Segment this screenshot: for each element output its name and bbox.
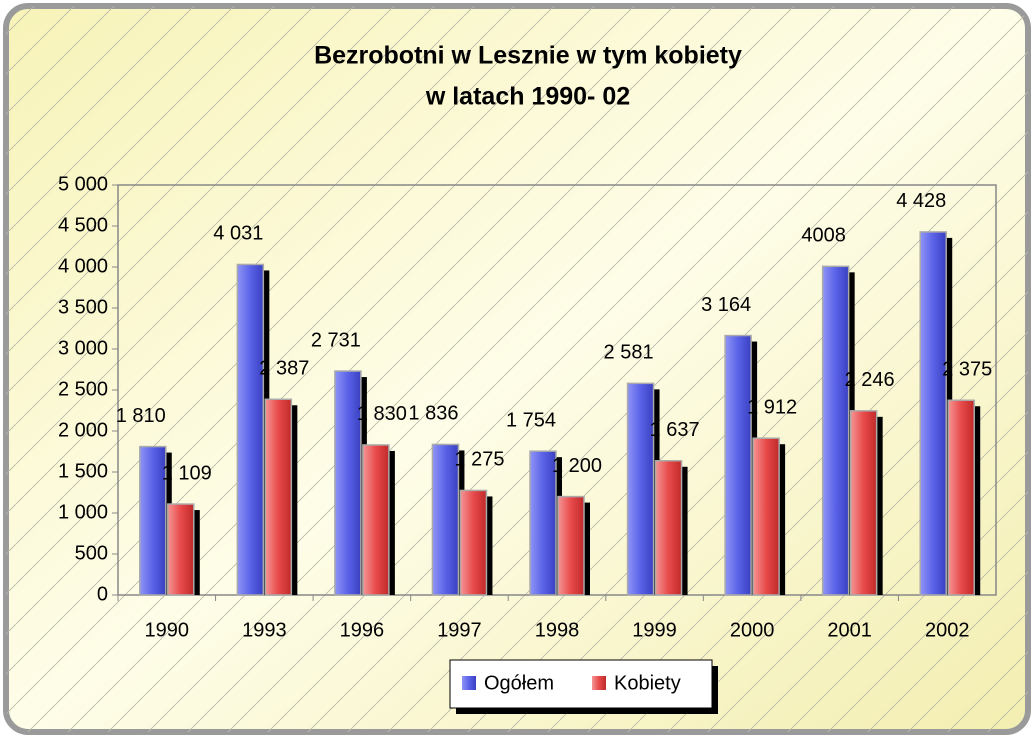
y-tick-label: 1 000 xyxy=(58,501,108,523)
y-tick-label: 2 500 xyxy=(58,378,108,400)
data-label: 2 246 xyxy=(845,369,895,391)
chart-title: w latach 1990- 02 xyxy=(425,83,630,111)
data-label: 4008 xyxy=(801,225,846,247)
x-tick-label: 2000 xyxy=(730,619,775,641)
x-tick-label: 1997 xyxy=(437,619,482,641)
x-tick-label: 1993 xyxy=(242,619,287,641)
data-label: 2 387 xyxy=(259,358,309,380)
y-tick-label: 3 500 xyxy=(58,296,108,318)
bar-shadow xyxy=(584,502,590,595)
legend-label: Ogółem xyxy=(484,672,554,694)
data-label: 3 164 xyxy=(701,294,751,316)
bar xyxy=(334,370,362,596)
bar xyxy=(431,443,460,596)
y-tick-label: 4 000 xyxy=(58,255,108,277)
bar xyxy=(654,460,683,596)
bar xyxy=(947,399,975,596)
bar xyxy=(626,382,655,596)
bar xyxy=(557,495,585,596)
legend xyxy=(449,659,713,709)
bar-shadow xyxy=(388,450,395,595)
data-label: 4 428 xyxy=(896,190,946,212)
data-label: 1 810 xyxy=(116,405,166,427)
x-tick-label: 1999 xyxy=(632,619,677,641)
data-label: 1 830 xyxy=(357,403,407,425)
bar xyxy=(752,437,780,596)
data-label: 1 275 xyxy=(454,449,504,471)
bar-shadow xyxy=(974,406,981,595)
y-tick-label: 3 000 xyxy=(58,337,108,359)
x-tick-label: 1998 xyxy=(535,619,580,641)
data-label: 1 109 xyxy=(162,462,212,484)
data-label: 2 581 xyxy=(604,342,654,364)
bar-shadow xyxy=(193,510,200,595)
legend-label: Kobiety xyxy=(614,672,681,694)
x-tick-label: 1990 xyxy=(145,619,190,641)
bar xyxy=(139,445,167,596)
bar-shadow xyxy=(876,416,883,595)
x-tick-label: 2001 xyxy=(827,619,872,641)
bar xyxy=(264,398,293,596)
y-tick-label: 1 500 xyxy=(58,460,108,482)
bar xyxy=(724,334,752,596)
legend-swatch xyxy=(462,676,476,690)
data-label: 4 031 xyxy=(213,223,263,245)
bar xyxy=(236,263,265,596)
y-tick-label: 4 500 xyxy=(58,214,108,236)
data-label: 1 912 xyxy=(747,396,797,418)
data-label: 2 731 xyxy=(311,329,361,351)
bar xyxy=(362,444,390,596)
data-label: 1 200 xyxy=(552,455,602,477)
bar-shadow xyxy=(681,466,688,595)
bar xyxy=(849,410,878,596)
data-label: 2 375 xyxy=(942,359,992,381)
y-tick-label: 500 xyxy=(75,542,108,564)
x-tick-label: 1996 xyxy=(340,619,385,641)
bar xyxy=(167,503,195,596)
x-tick-label: 2002 xyxy=(925,619,970,641)
bar xyxy=(919,231,947,596)
data-label: 1 754 xyxy=(506,409,556,431)
bar xyxy=(821,265,850,596)
data-label: 1 637 xyxy=(650,419,700,441)
chart-title: Bezrobotni w Lesznie w tym kobiety xyxy=(314,42,742,70)
bar-shadow xyxy=(291,405,298,595)
bar-shadow xyxy=(486,496,493,595)
data-label: 1 836 xyxy=(408,403,458,425)
y-tick-label: 0 xyxy=(97,583,108,605)
legend-swatch xyxy=(592,676,606,690)
y-tick-label: 5 000 xyxy=(58,173,108,195)
y-tick-label: 2 000 xyxy=(58,419,108,441)
bar xyxy=(459,489,488,596)
bar xyxy=(529,450,557,596)
bar-shadow xyxy=(779,444,786,595)
